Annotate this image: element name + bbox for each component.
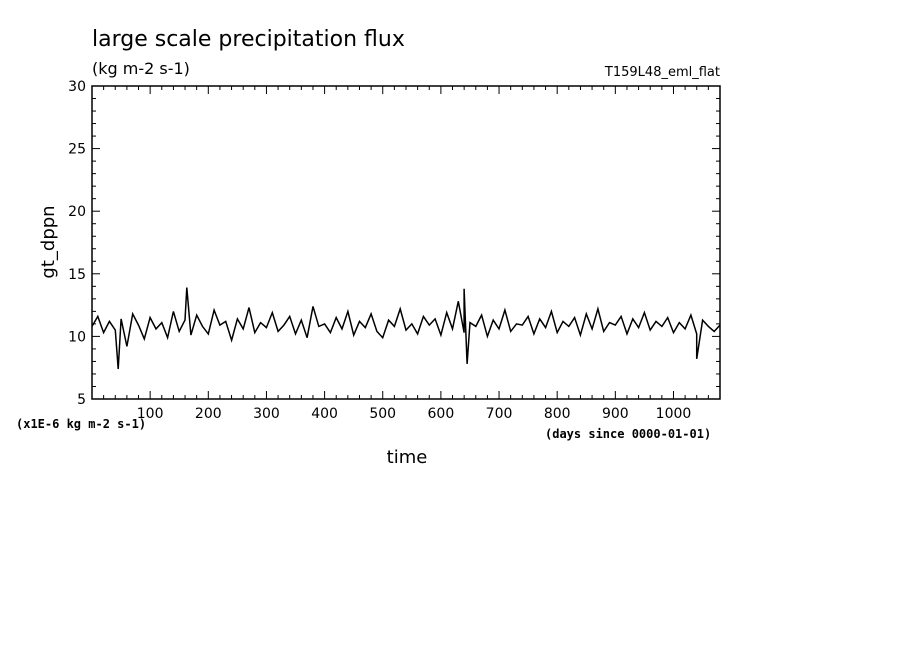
x-tick-label: 1000: [656, 406, 692, 422]
y-tick-label: 15: [68, 267, 86, 283]
y-tick-label: 10: [68, 329, 86, 345]
y-tick-label: 5: [77, 392, 86, 408]
run-label: T159L48_eml_flat: [604, 65, 720, 80]
x-tick-label: 900: [602, 406, 629, 422]
x-tick-label: 800: [544, 406, 571, 422]
x-axis-label: time: [387, 447, 428, 468]
series-line: [91, 287, 721, 370]
y-tick-label: 20: [68, 204, 86, 220]
x-tick-label: 700: [486, 406, 513, 422]
tick-labels-layer: 100 200 300 400 500 600 700 800 900 1000 5 10 15 20 25…: [68, 79, 691, 422]
x-units-note: (days since 0000-01-01): [545, 427, 711, 441]
x-tick-label: 300: [253, 406, 280, 422]
x-tick-label: 400: [311, 406, 338, 422]
y-tick-label: 30: [68, 79, 86, 95]
x-tick-label: 600: [428, 406, 455, 422]
chart-subtitle: (kg m-2 s-1): [92, 59, 190, 78]
x-tick-label: 500: [369, 406, 396, 422]
y-scale-note: (x1E-6 kg m-2 s-1): [16, 417, 146, 431]
x-tick-label: 100: [137, 406, 164, 422]
y-axis-label: gt_dppn: [38, 205, 59, 278]
x-tick-label: 200: [195, 406, 222, 422]
ticks-layer: [92, 86, 720, 399]
chart-title: large scale precipitation flux: [92, 27, 405, 52]
y-tick-label: 25: [68, 142, 86, 158]
